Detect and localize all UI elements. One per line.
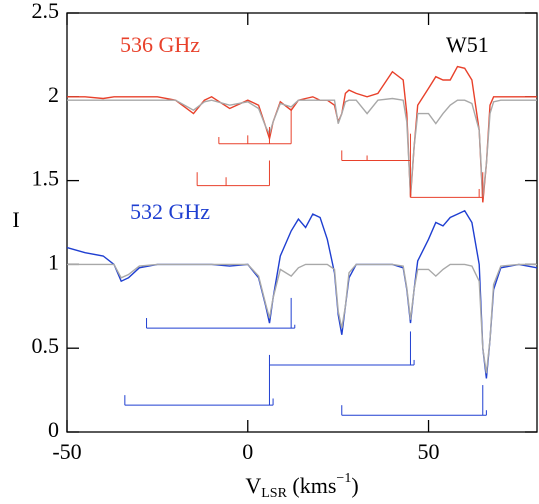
x-tick-label: 0 bbox=[242, 439, 253, 464]
x-tick-label: 50 bbox=[418, 439, 440, 464]
spectrum-line bbox=[66, 209, 538, 379]
x-label-sup: −1 bbox=[336, 471, 351, 486]
x-axis-label: VLSR (kms−1) bbox=[245, 471, 358, 501]
annotation: 536 GHz bbox=[120, 32, 200, 57]
y-tick-label: 1.5 bbox=[32, 166, 60, 191]
x-tick-label: -50 bbox=[52, 439, 81, 464]
y-tick-label: 0 bbox=[48, 417, 59, 442]
spectrum-line bbox=[67, 97, 537, 198]
x-label-close: ) bbox=[351, 473, 358, 498]
annotation: 532 GHz bbox=[130, 199, 210, 224]
y-tick-label: 1 bbox=[48, 249, 59, 274]
annotation: W51 bbox=[446, 32, 489, 57]
y-tick-label: 2 bbox=[48, 82, 59, 107]
y-tick-label: 0.5 bbox=[32, 333, 60, 358]
x-label-unit: (kms bbox=[287, 473, 337, 498]
spectrum-line bbox=[67, 65, 537, 203]
x-label-sub: LSR bbox=[261, 486, 287, 501]
y-tick-label: 2.5 bbox=[32, 0, 60, 23]
x-label-main: V bbox=[245, 473, 261, 498]
spectrum-line bbox=[67, 263, 537, 374]
plot-frame bbox=[66, 12, 538, 433]
y-axis-label: I bbox=[12, 207, 19, 232]
